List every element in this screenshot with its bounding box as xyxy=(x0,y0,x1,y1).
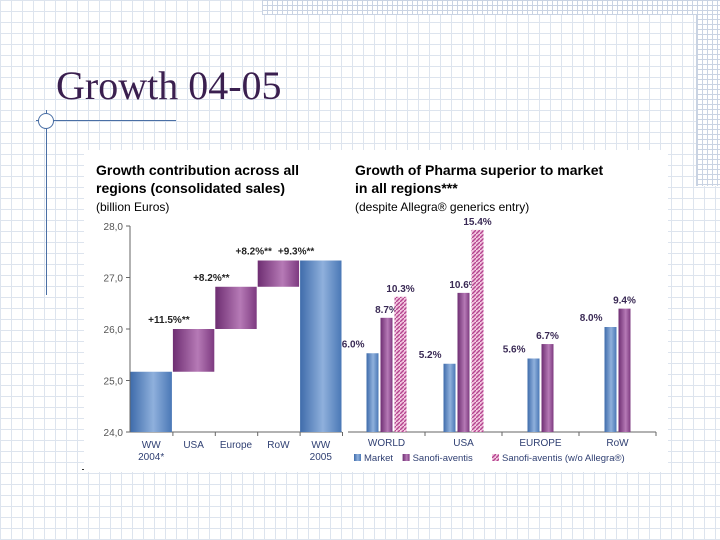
charts-svg: Growth contribution across all regions (… xyxy=(96,162,657,464)
chart1-growth-annotation: +11.5%** xyxy=(148,315,190,326)
chart2-bar xyxy=(457,292,470,432)
chart2-bar xyxy=(604,327,617,432)
chart2-value-label: 8.0% xyxy=(580,313,603,324)
chart1-title-line2: regions (consolidated sales) xyxy=(96,180,285,196)
chart1-y-tick-label: 26,0 xyxy=(104,325,124,336)
chart1-growth-annotation: +8.2%** xyxy=(193,273,230,284)
chart2-value-label: 10.6% xyxy=(449,280,477,291)
chart2-category-label: USA xyxy=(453,438,474,449)
chart2-bar xyxy=(366,353,379,432)
title-circle-marker xyxy=(38,113,54,129)
waterfall-chart: 24,025,026,027,028,0WW2004*USA+11.5%**Eu… xyxy=(104,222,343,463)
chart2-bar xyxy=(443,363,456,432)
chart1-category-label: RoW xyxy=(267,440,290,451)
legend-label: Sanofi-aventis xyxy=(413,453,473,464)
chart2-bar xyxy=(380,317,393,432)
legend-swatch xyxy=(402,454,410,461)
chart1-category-label: WW xyxy=(311,440,330,451)
chart2-category-label: RoW xyxy=(606,438,629,449)
chart1-category-label: USA xyxy=(183,440,204,451)
chart1-bar xyxy=(172,329,215,372)
chart2-title-line2: in all regions*** xyxy=(355,180,458,196)
chart2-legend: Market Sanofi-aventis Sanofi-aventis (w/o … xyxy=(354,453,625,464)
title-vertical-rule xyxy=(46,110,47,295)
chart1-y-tick-label: 25,0 xyxy=(104,377,124,388)
chart1-unit: (billion Euros) xyxy=(96,200,169,214)
slide-title: Growth 04-05 xyxy=(56,63,282,108)
chart2-value-label: 5.2% xyxy=(419,350,442,361)
chart2-heading: Growth of Pharma superior to market in a… xyxy=(355,162,603,214)
chart2-value-label: 5.6% xyxy=(503,345,526,356)
right-decorative-band xyxy=(696,14,720,186)
chart1-category-label: 2004* xyxy=(138,452,164,463)
chart1-y-tick-label: 28,0 xyxy=(104,222,124,233)
chart1-category-label: 2005 xyxy=(310,452,333,463)
chart2-subtitle: (despite Allegra® generics entry) xyxy=(355,200,529,214)
chart1-bar xyxy=(300,260,342,432)
chart1-bar xyxy=(130,371,172,432)
title-underline xyxy=(36,120,176,121)
chart1-bar xyxy=(215,286,257,329)
chart2-bar xyxy=(471,229,484,432)
chart2-value-label: 10.3% xyxy=(386,284,414,295)
chart2-value-label: 6.0% xyxy=(342,339,365,350)
chart2-bar xyxy=(527,358,540,432)
chart1-growth-annotation: +9.3%** xyxy=(278,247,315,258)
chart1-y-tick-label: 24,0 xyxy=(104,428,124,439)
chart2-category-label: EUROPE xyxy=(519,438,562,449)
legend-label: Market xyxy=(364,453,393,464)
chart2-bar xyxy=(541,344,554,432)
legend-label: Sanofi-aventis (w/o Allegra®) xyxy=(502,453,625,464)
top-decorative-band xyxy=(262,0,720,15)
chart2-value-label: 6.7% xyxy=(536,331,559,342)
chart1-y-tick-label: 27,0 xyxy=(104,274,124,285)
chart1-growth-annotation: +8.2%** xyxy=(235,247,272,258)
chart2-bar xyxy=(394,296,407,432)
chart2-value-label: 8.7% xyxy=(375,305,398,316)
chart1-category-label: Europe xyxy=(220,440,253,451)
growth-bar-chart: WORLD 6.0% 8.7% 10.3% USA 5.2% 10.6% 15.4% EUROP… xyxy=(342,217,657,449)
chart2-category-label: WORLD xyxy=(368,438,405,449)
chart2-title-line1: Growth of Pharma superior to market xyxy=(355,162,603,178)
legend-swatch xyxy=(354,454,361,461)
chart1-bar xyxy=(257,260,300,287)
legend-swatch xyxy=(492,454,499,461)
chart1-heading: Growth contribution across all regions (… xyxy=(96,162,299,214)
chart2-value-label: 15.4% xyxy=(463,217,491,228)
chart1-title-line1: Growth contribution across all xyxy=(96,162,299,178)
chart2-bar xyxy=(618,308,631,432)
chart2-value-label: 9.4% xyxy=(613,296,636,307)
chart1-category-label: WW xyxy=(142,440,161,451)
chart-panel: Growth contribution across all regions (… xyxy=(84,150,668,472)
